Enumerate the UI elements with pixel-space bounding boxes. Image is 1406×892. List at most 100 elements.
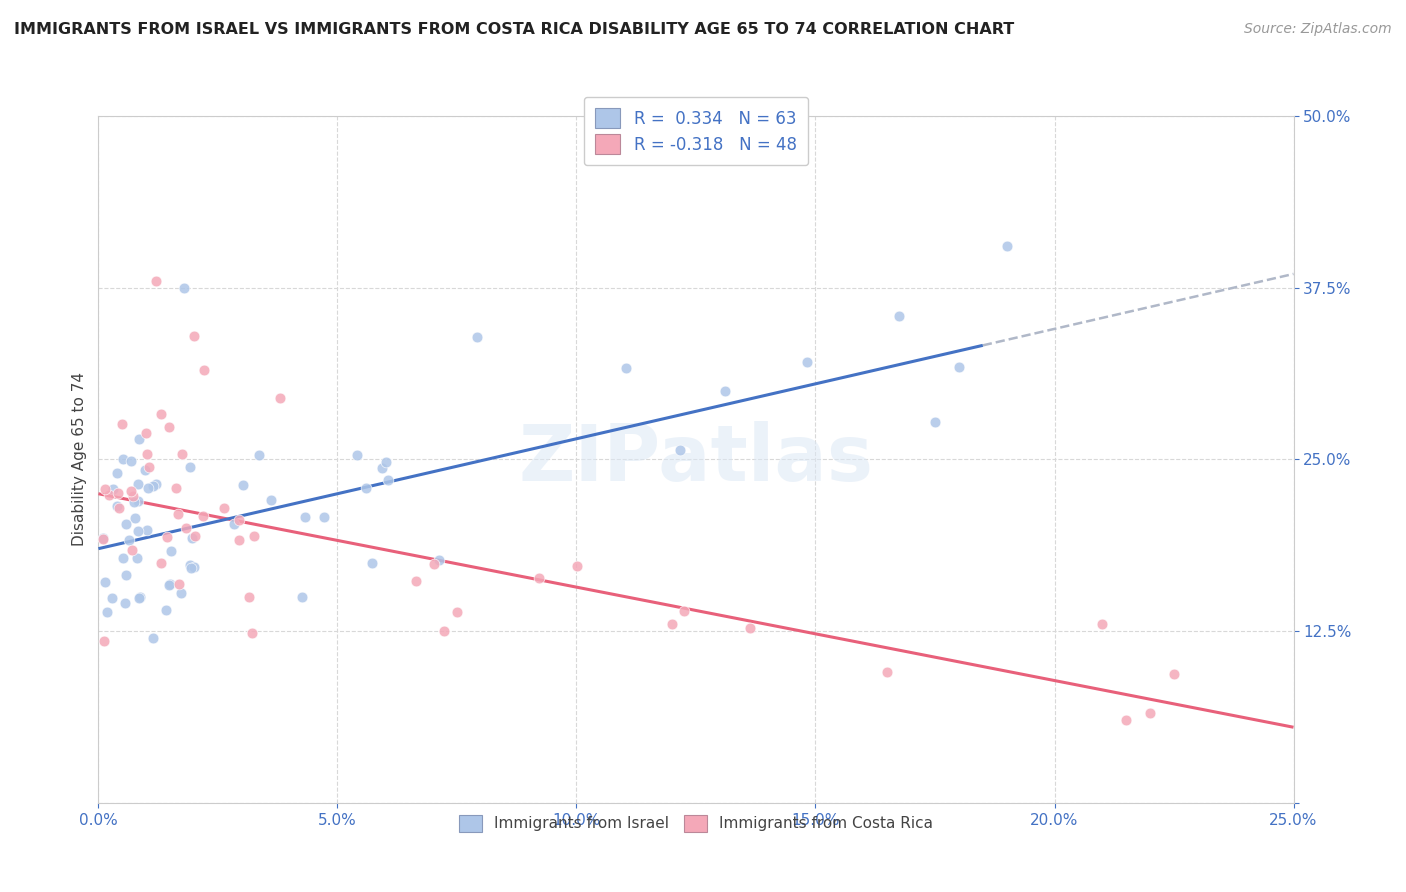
- Legend: Immigrants from Israel, Immigrants from Costa Rica: Immigrants from Israel, Immigrants from …: [451, 807, 941, 839]
- Point: [136, 523, 159, 537]
- Point: [232, 477, 254, 491]
- Point: [377, 474, 399, 488]
- Point: [135, 426, 157, 441]
- Point: [157, 420, 180, 434]
- Point: [167, 576, 190, 591]
- Point: [170, 586, 193, 600]
- Point: [346, 448, 368, 462]
- Point: [94, 482, 117, 496]
- Point: [127, 524, 149, 538]
- Point: [170, 447, 193, 461]
- Point: [134, 463, 156, 477]
- Point: [150, 556, 173, 570]
- Point: [142, 479, 165, 493]
- Point: [183, 328, 205, 343]
- Point: [121, 483, 143, 498]
- Point: [121, 543, 143, 558]
- Point: [1139, 706, 1161, 720]
- Point: [105, 466, 128, 480]
- Point: [1091, 617, 1114, 632]
- Point: [93, 633, 115, 648]
- Point: [159, 577, 181, 591]
- Point: [97, 488, 120, 502]
- Point: [212, 500, 235, 515]
- Point: [114, 517, 136, 532]
- Point: [427, 553, 450, 567]
- Point: [156, 530, 179, 544]
- Point: [136, 447, 159, 461]
- Point: [228, 533, 250, 547]
- Point: [446, 606, 468, 620]
- Point: [924, 415, 946, 429]
- Point: [228, 513, 250, 527]
- Point: [247, 448, 270, 462]
- Point: [105, 499, 128, 513]
- Point: [155, 603, 177, 617]
- Point: [738, 621, 761, 635]
- Point: [167, 507, 190, 521]
- Point: [122, 494, 145, 508]
- Text: ZIPatlas: ZIPatlas: [519, 421, 873, 498]
- Point: [193, 363, 215, 377]
- Point: [159, 544, 181, 558]
- Point: [128, 432, 150, 446]
- Point: [108, 501, 131, 516]
- Point: [193, 508, 215, 523]
- Point: [375, 455, 398, 469]
- Point: [405, 574, 427, 588]
- Point: [714, 384, 737, 399]
- Point: [179, 558, 201, 572]
- Point: [661, 616, 683, 631]
- Point: [184, 528, 207, 542]
- Point: [312, 510, 335, 524]
- Point: [179, 460, 201, 475]
- Point: [128, 590, 150, 604]
- Point: [138, 481, 160, 495]
- Point: [114, 596, 136, 610]
- Point: [124, 510, 146, 524]
- Point: [101, 591, 124, 606]
- Point: [371, 461, 394, 475]
- Point: [91, 532, 114, 546]
- Point: [889, 309, 911, 323]
- Point: [120, 454, 142, 468]
- Point: [117, 533, 139, 547]
- Point: [94, 575, 117, 590]
- Point: [669, 443, 692, 458]
- Point: [107, 485, 129, 500]
- Point: [240, 625, 263, 640]
- Point: [145, 477, 167, 491]
- Point: [122, 489, 145, 503]
- Point: [291, 590, 314, 604]
- Point: [180, 560, 202, 574]
- Point: [111, 417, 134, 431]
- Point: [948, 359, 970, 374]
- Point: [142, 632, 165, 646]
- Text: Source: ZipAtlas.com: Source: ZipAtlas.com: [1244, 22, 1392, 37]
- Point: [433, 624, 456, 639]
- Point: [145, 274, 167, 288]
- Point: [614, 360, 637, 375]
- Point: [96, 605, 118, 619]
- Point: [876, 665, 898, 680]
- Point: [1115, 714, 1137, 728]
- Point: [238, 590, 260, 604]
- Point: [269, 391, 291, 405]
- Point: [125, 551, 148, 566]
- Point: [224, 516, 246, 531]
- Point: [112, 551, 135, 566]
- Point: [138, 459, 160, 474]
- Y-axis label: Disability Age 65 to 74: Disability Age 65 to 74: [72, 372, 87, 547]
- Point: [127, 477, 149, 491]
- Point: [796, 355, 818, 369]
- Point: [111, 451, 134, 466]
- Point: [467, 329, 489, 343]
- Point: [294, 510, 316, 524]
- Point: [181, 532, 204, 546]
- Point: [565, 559, 588, 574]
- Point: [173, 281, 195, 295]
- Point: [354, 481, 377, 495]
- Point: [150, 407, 173, 421]
- Point: [260, 493, 283, 508]
- Point: [183, 559, 205, 574]
